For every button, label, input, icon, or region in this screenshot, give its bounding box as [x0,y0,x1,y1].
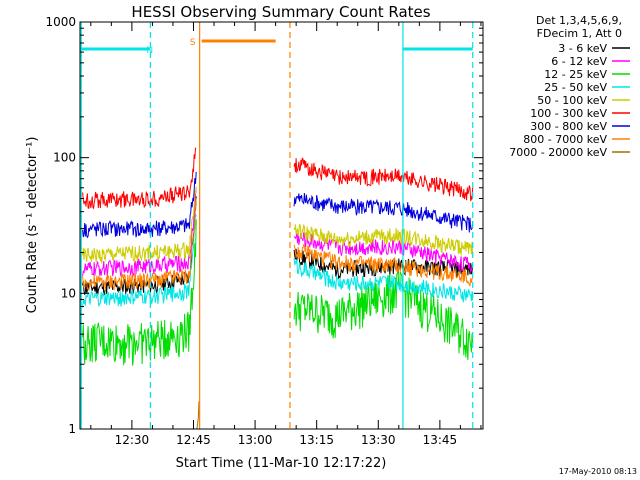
series-line [293,157,474,202]
series-line [82,213,197,308]
flag-label: S [190,38,196,48]
y-axis: 1 10 100 1000 [45,15,483,436]
y-tick-label: 1000 [45,15,76,29]
legend-entry-label: 300 - 800 keV [530,120,607,133]
series-line [293,223,474,258]
series-line [82,196,197,297]
series-line [293,258,474,303]
series-line [82,186,197,264]
series-line [293,271,474,360]
series-line [82,197,197,292]
y-tick-label: 1 [68,422,76,436]
y-axis-label: Count Rate (s⁻¹ detector⁻¹) [25,137,40,314]
x-tick-label: 13:15 [299,433,334,447]
series-line [82,219,197,366]
flag-label: N [146,46,153,56]
y-tick-label: 10 [61,286,76,300]
footer-timestamp: 17-May-2010 08:13 [559,467,637,476]
legend-entry-label: 25 - 50 keV [544,81,607,94]
series-line [293,248,474,281]
series-line [293,232,474,274]
chart-title: HESSI Observing Summary Count Rates [131,3,430,21]
flags-layer: NS [80,38,473,56]
legend-entry-label: 100 - 300 keV [530,107,607,120]
legend-entry-label: 12 - 25 keV [544,68,607,81]
series-line [82,171,197,239]
y-tick-label: 100 [53,151,76,165]
legend: Det 1,3,4,5,6,9,FDecim 1, Att 0 3 - 6 keV… [509,14,630,159]
x-tick-label: 13:00 [238,433,273,447]
x-tick-label: 12:45 [176,433,211,447]
series-line [196,401,200,430]
legend-header: FDecim 1, Att 0 [537,27,622,40]
series-line [82,188,197,278]
series-line [293,192,474,233]
x-axis-label: Start Time (11-Mar-10 12:17:22) [176,456,387,471]
markers-layer [80,22,474,429]
plot-frame [79,21,484,430]
x-tick-label: 13:30 [361,433,396,447]
legend-header: Det 1,3,4,5,6,9, [536,14,622,27]
legend-entry-label: 7000 - 20000 keV [509,146,607,159]
series-line [82,147,197,210]
x-axis: 12:30 12:45 13:00 13:15 13:30 13:45 [90,22,482,447]
legend-entry-label: 6 - 12 keV [551,55,607,68]
legend-entry-label: 3 - 6 keV [558,42,607,55]
plot-data-layer [82,147,474,430]
legend-entry-label: 50 - 100 keV [537,94,607,107]
x-tick-label: 13:45 [423,433,458,447]
x-tick-label: 12:30 [115,433,150,447]
legend-entry-label: 800 - 7000 keV [523,133,607,146]
series-line [293,244,474,287]
